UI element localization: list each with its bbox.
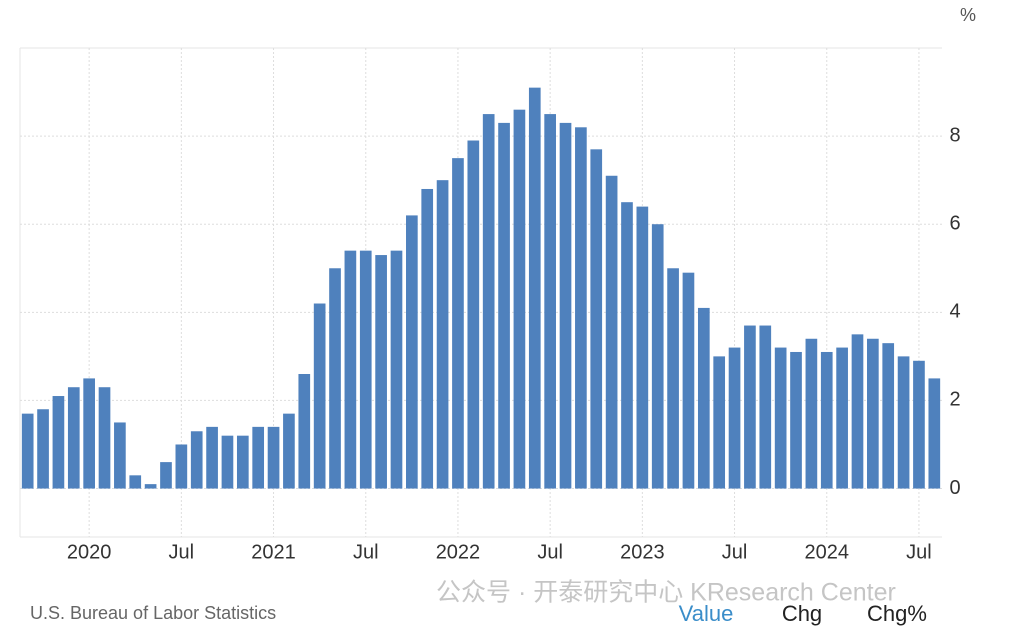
bar	[513, 109, 526, 489]
bar	[713, 356, 726, 489]
x-tick-label: Jul	[722, 541, 748, 563]
x-tick-label: 2022	[436, 541, 481, 563]
bar	[283, 413, 295, 489]
watermark: 公众号 · 开泰研究中心 KResearch Center	[436, 579, 896, 607]
y-tick-label: 4	[949, 301, 960, 323]
bar	[528, 87, 541, 489]
bar	[344, 250, 357, 489]
bar	[21, 413, 34, 489]
bar	[697, 307, 710, 489]
bar	[805, 338, 818, 489]
y-tick-label: 8	[949, 124, 960, 146]
x-tick-label: 2024	[805, 541, 850, 563]
bar	[790, 351, 802, 489]
bar	[452, 158, 464, 489]
x-tick-label: 2021	[251, 541, 296, 563]
bar	[851, 334, 864, 489]
source: U.S. Bureau of Labor Statistics	[30, 603, 276, 623]
bar	[621, 202, 633, 489]
bar	[359, 250, 372, 489]
bar	[37, 409, 49, 489]
bar	[559, 122, 572, 489]
x-tick-label: Jul	[537, 541, 563, 563]
x-tick-label: 2023	[620, 541, 665, 563]
bar	[667, 268, 679, 489]
x-tick-label: Jul	[169, 541, 195, 563]
bar	[206, 426, 218, 489]
bar	[836, 347, 848, 489]
bar	[882, 343, 895, 489]
bar	[728, 347, 741, 489]
bar	[820, 351, 833, 489]
bar	[774, 347, 787, 489]
y-tick-label: 6	[949, 212, 960, 234]
bar	[144, 484, 157, 489]
bar	[236, 435, 249, 489]
chg-pct-button[interactable]: Chg%	[867, 601, 927, 626]
bar	[897, 356, 910, 489]
bar	[390, 250, 403, 489]
bar	[114, 422, 126, 489]
y-tick-label: 2	[949, 389, 960, 411]
value-button[interactable]: Value	[679, 601, 734, 626]
x-tick-label: Jul	[906, 541, 932, 563]
bar	[252, 426, 265, 489]
chg-button[interactable]: Chg	[782, 601, 822, 626]
bar	[759, 325, 772, 489]
bar	[313, 303, 326, 489]
bar	[98, 387, 111, 489]
x-tick-label: Jul	[353, 541, 379, 563]
bar	[575, 127, 587, 489]
x-tick-label: 2020	[67, 541, 112, 563]
bar	[436, 180, 449, 489]
bar	[190, 431, 203, 489]
bar	[83, 378, 95, 489]
bar	[928, 378, 941, 489]
bar	[421, 188, 434, 489]
bar	[682, 272, 695, 489]
bar	[375, 255, 387, 489]
bar	[590, 149, 603, 489]
bar	[467, 140, 480, 489]
bar	[406, 215, 418, 489]
bar	[744, 325, 756, 489]
bar	[482, 114, 495, 489]
bar	[221, 435, 234, 489]
bar	[129, 475, 142, 489]
y-tick-label: 0	[949, 477, 960, 499]
bar	[867, 338, 879, 489]
bar	[52, 396, 65, 489]
bar	[67, 387, 80, 489]
bar	[160, 462, 172, 489]
bar	[544, 114, 556, 489]
bar	[498, 122, 510, 489]
bar	[913, 360, 925, 489]
bar	[651, 224, 664, 489]
bar	[175, 444, 188, 489]
bar	[298, 374, 311, 489]
bar	[329, 268, 341, 489]
bar	[636, 206, 649, 489]
bar	[267, 426, 280, 489]
y-unit: %	[960, 5, 976, 25]
bar	[605, 175, 618, 489]
